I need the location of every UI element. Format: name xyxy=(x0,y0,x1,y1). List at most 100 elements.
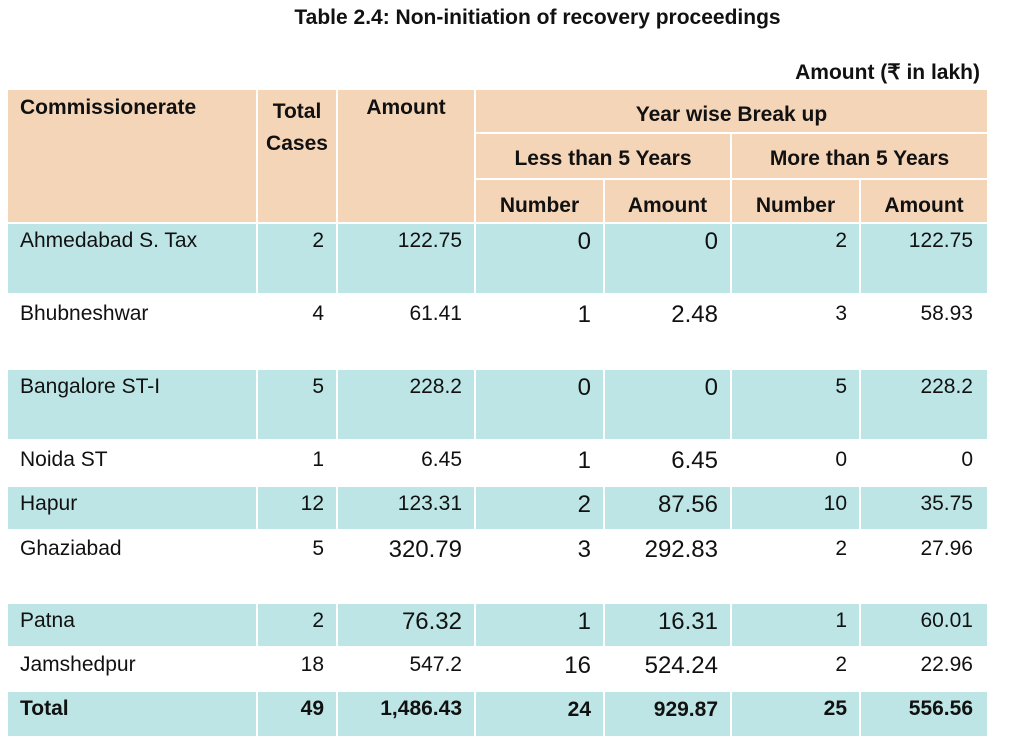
header-commissionerate: Commissionerate xyxy=(8,90,256,222)
cell-mt_num: 0 xyxy=(732,443,859,485)
cell-name-value: Jamshedpur xyxy=(20,653,136,676)
cell-lt_amt-value: 929.87 xyxy=(653,698,718,721)
cell-mt_amt: 60.01 xyxy=(861,604,987,646)
cell-mt_amt-value: 0 xyxy=(961,448,973,471)
cell-name-value: Bangalore ST-I xyxy=(20,375,161,398)
cell-name: Jamshedpur xyxy=(8,648,256,690)
cell-lt_num-value: 1 xyxy=(577,608,591,635)
cell-lt_amt-value: 16.31 xyxy=(657,608,718,635)
cell-lt_amt: 929.87 xyxy=(605,692,730,736)
cell-mt_amt: 556.56 xyxy=(861,692,987,736)
cell-name-value: Total xyxy=(20,697,69,720)
cell-mt_num: 5 xyxy=(732,370,859,439)
cell-amount-value: 6.45 xyxy=(421,448,462,471)
header-lt-amount-label: Amount xyxy=(627,194,708,217)
header-lt-amount: Amount xyxy=(605,180,730,222)
cell-amount-value: 547.2 xyxy=(409,653,462,676)
cell-cases-value: 12 xyxy=(300,492,324,515)
cell-mt_amt: 122.75 xyxy=(861,224,987,293)
cell-name: Hapur xyxy=(8,487,256,529)
cell-lt_num: 3 xyxy=(476,532,603,600)
cell-mt_num: 2 xyxy=(732,648,859,690)
header-total-line2: Cases xyxy=(266,132,328,155)
cell-name: Bangalore ST-I xyxy=(8,370,256,439)
cell-name: Total xyxy=(8,692,256,736)
cell-name-value: Hapur xyxy=(20,492,78,515)
cell-mt_num-value: 2 xyxy=(835,229,847,252)
cell-cases-value: 5 xyxy=(312,375,324,398)
cell-mt_num-value: 1 xyxy=(835,609,847,632)
cell-lt_amt: 87.56 xyxy=(605,487,730,529)
cell-mt_amt-value: 60.01 xyxy=(920,609,973,632)
cell-mt_num: 3 xyxy=(732,297,859,366)
cell-lt_amt-value: 524.24 xyxy=(644,652,718,679)
cell-lt_num: 1 xyxy=(476,297,603,366)
cell-mt_num: 2 xyxy=(732,532,859,600)
cell-cases-value: 2 xyxy=(312,609,324,632)
cell-mt_num-value: 0 xyxy=(835,448,847,471)
cell-lt_amt-value: 87.56 xyxy=(657,491,718,518)
cell-lt_amt-value: 292.83 xyxy=(644,536,718,563)
cell-amount-value: 122.75 xyxy=(397,229,462,252)
header-total-cases: Total Cases xyxy=(258,90,336,222)
cell-mt_amt-value: 35.75 xyxy=(920,492,973,515)
cell-cases-value: 49 xyxy=(300,697,324,720)
cell-amount: 76.32 xyxy=(338,604,474,646)
cell-amount: 1,486.43 xyxy=(338,692,474,736)
cell-name: Ahmedabad S. Tax xyxy=(8,224,256,293)
header-amount: Amount xyxy=(338,90,474,222)
cell-lt_num-value: 1 xyxy=(577,301,591,328)
cell-mt_num-value: 3 xyxy=(835,302,847,325)
cell-mt_amt-value: 22.96 xyxy=(920,653,973,676)
cell-cases: 5 xyxy=(258,532,336,600)
header-total-line1: Total xyxy=(272,100,322,123)
cell-lt_amt-value: 2.48 xyxy=(671,301,718,328)
cell-amount: 6.45 xyxy=(338,443,474,485)
cell-mt_amt: 35.75 xyxy=(861,487,987,529)
cell-mt_amt: 228.2 xyxy=(861,370,987,439)
cell-cases: 49 xyxy=(258,692,336,736)
cell-lt_num: 2 xyxy=(476,487,603,529)
header-less-than-5-label: Less than 5 Years xyxy=(514,147,692,170)
cell-mt_amt-value: 58.93 xyxy=(920,302,973,325)
header-mt-number: Number xyxy=(732,180,859,222)
cell-lt_num-value: 0 xyxy=(577,374,591,401)
cell-lt_num: 1 xyxy=(476,604,603,646)
cell-mt_num-value: 5 xyxy=(835,375,847,398)
cell-lt_amt-value: 6.45 xyxy=(671,447,718,474)
cell-mt_amt: 22.96 xyxy=(861,648,987,690)
cell-mt_num: 10 xyxy=(732,487,859,529)
cell-amount-value: 228.2 xyxy=(409,375,462,398)
header-amount-label: Amount xyxy=(366,96,446,119)
cell-lt_amt: 16.31 xyxy=(605,604,730,646)
cell-cases: 5 xyxy=(258,370,336,439)
cell-name-value: Bhubneshwar xyxy=(20,302,149,325)
cell-mt_num-value: 25 xyxy=(823,697,847,720)
cell-cases: 2 xyxy=(258,224,336,293)
cell-lt_amt-value: 0 xyxy=(704,374,718,401)
cell-name: Ghaziabad xyxy=(8,532,256,600)
cell-amount-value: 1,486.43 xyxy=(380,697,462,720)
header-lt-number: Number xyxy=(476,180,603,222)
cell-amount-value: 76.32 xyxy=(401,608,462,635)
cell-name-value: Patna xyxy=(20,609,75,632)
cell-lt_num: 1 xyxy=(476,443,603,485)
cell-amount: 547.2 xyxy=(338,648,474,690)
cell-cases: 1 xyxy=(258,443,336,485)
cell-name-value: Ahmedabad S. Tax xyxy=(20,229,198,252)
header-year-wise: Year wise Break up xyxy=(476,90,987,132)
cell-mt_num-value: 10 xyxy=(823,492,847,515)
table-title: Table 2.4: Non-initiation of recovery pr… xyxy=(294,6,781,29)
cell-name-value: Noida ST xyxy=(20,448,108,471)
cell-amount-value: 61.41 xyxy=(409,302,462,325)
cell-mt_num-value: 2 xyxy=(835,537,847,560)
cell-lt_amt: 524.24 xyxy=(605,648,730,690)
cell-mt_amt: 27.96 xyxy=(861,532,987,600)
cell-mt_num: 2 xyxy=(732,224,859,293)
header-mt-amount-label: Amount xyxy=(884,194,964,217)
cell-mt_amt-value: 27.96 xyxy=(920,537,973,560)
cell-lt_num: 0 xyxy=(476,370,603,439)
cell-lt_amt: 0 xyxy=(605,224,730,293)
cell-amount: 61.41 xyxy=(338,297,474,366)
cell-name: Patna xyxy=(8,604,256,646)
